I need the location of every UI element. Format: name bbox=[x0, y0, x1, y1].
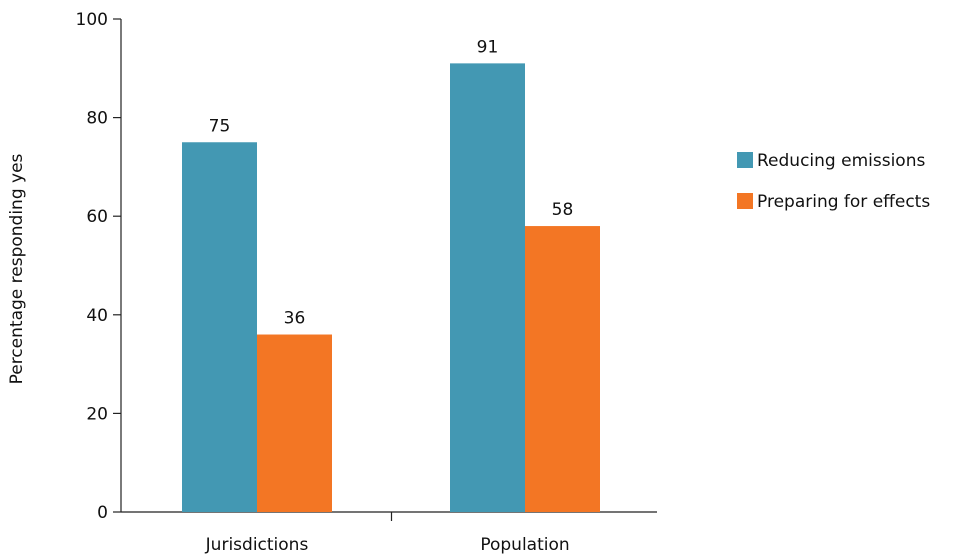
bars bbox=[182, 63, 600, 513]
y-tick-label: 20 bbox=[86, 404, 108, 424]
legend-swatch bbox=[737, 193, 753, 209]
x-category-label: Population bbox=[480, 535, 569, 554]
legend-label: Preparing for effects bbox=[757, 192, 930, 212]
data-label: 36 bbox=[284, 309, 306, 329]
y-tick-label: 40 bbox=[86, 306, 108, 326]
bar bbox=[450, 63, 525, 513]
y-tick-label: 60 bbox=[86, 207, 108, 227]
y-tick-label: 100 bbox=[76, 10, 108, 30]
data-labels: 75 36 91 58 bbox=[209, 37, 574, 328]
data-label: 58 bbox=[552, 200, 574, 220]
bar bbox=[182, 142, 257, 512]
bar bbox=[257, 334, 332, 512]
y-axis-title: Percentage responding yes bbox=[7, 153, 27, 384]
data-label: 75 bbox=[209, 116, 231, 136]
y-tick-label: 80 bbox=[86, 109, 108, 129]
legend-swatch bbox=[737, 152, 753, 168]
legend: Reducing emissions Preparing for effects bbox=[737, 151, 930, 212]
bar bbox=[525, 226, 600, 512]
y-tick-label: 0 bbox=[97, 503, 108, 523]
x-category-label: Jurisdictions bbox=[205, 535, 309, 554]
legend-label: Reducing emissions bbox=[757, 151, 925, 171]
y-axis: 0 20 40 60 80 100 bbox=[76, 10, 122, 523]
data-label: 91 bbox=[477, 37, 499, 57]
x-axis: Jurisdictions Population bbox=[121, 511, 657, 554]
